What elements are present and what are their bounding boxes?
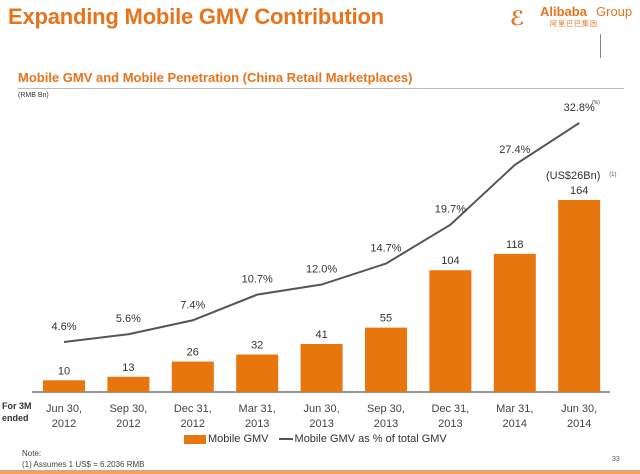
x-tick-label: Sep 30,	[109, 403, 147, 415]
x-tick-label: Jun 30,	[46, 403, 82, 415]
bar-value-label: 55	[380, 313, 392, 325]
bar-mobile-gmv	[171, 361, 214, 392]
bar-mobile-gmv	[43, 380, 85, 392]
bar-mobile-gmv	[365, 327, 407, 392]
line-value-label: 27.4%	[499, 144, 530, 156]
x-tick-label-year: 2013	[309, 418, 333, 430]
bar-value-label: 104	[441, 255, 459, 267]
logo-group-text: Group	[596, 4, 633, 19]
footnote-ref: (1)	[609, 172, 616, 178]
bar-value-label: 26	[187, 347, 199, 359]
x-prefix-label: For 3M ended	[2, 401, 32, 423]
bar-value-label: 32	[251, 340, 263, 352]
legend-line-label: Mobile GMV as % of total GMV	[294, 433, 447, 445]
x-tick-label-year: 2013	[374, 418, 398, 430]
x-tick-label: Dec 31,	[174, 403, 212, 415]
bar-mobile-gmv	[558, 200, 601, 392]
x-tick-label: Jun 30,	[304, 403, 340, 415]
x-tick-label-year: 2012	[116, 418, 140, 430]
x-tick-label: Mar 31,	[239, 403, 276, 415]
bar-mobile-gmv	[429, 270, 472, 392]
subtitle-rule	[18, 88, 624, 89]
right-axis-unit: (%)	[592, 100, 600, 106]
bottom-rule	[0, 470, 640, 474]
line-value-label: 4.6%	[51, 321, 76, 333]
x-tick-label-year: 2012	[52, 418, 76, 430]
line-value-label: 12.0%	[306, 264, 337, 276]
note-heading: Note:	[22, 449, 42, 458]
alibaba-logo: ℰ Alibaba Group 阿里巴巴集团	[510, 4, 640, 30]
bar-value-label: 10	[58, 365, 70, 377]
legend: Mobile GMV Mobile GMV as % of total GMV	[184, 433, 447, 445]
x-tick-label-year: 2013	[245, 418, 269, 430]
note-item: (1) Assumes 1 US$ = 6.2036 RMB	[22, 460, 145, 469]
slide-title: Expanding Mobile GMV Contribution	[8, 4, 384, 29]
line-value-label: 14.7%	[370, 243, 401, 255]
bar-mobile-gmv	[107, 376, 150, 392]
page-number: 33	[612, 456, 620, 463]
line-value-label: 5.6%	[116, 313, 141, 325]
bar-mobile-gmv	[493, 253, 536, 392]
x-tick-label-year: 2013	[438, 418, 462, 430]
bar-mobile-gmv	[236, 354, 279, 392]
logo-brand-text: Alibaba	[540, 4, 587, 19]
bar-value-label: 13	[122, 362, 134, 374]
x-tick-label-year: 2014	[567, 418, 591, 430]
legend-bar-label: Mobile GMV	[208, 433, 269, 445]
bar-value-label: 118	[506, 239, 524, 251]
line-value-label: 19.7%	[435, 204, 466, 216]
legend-bar-swatch	[184, 434, 206, 444]
x-tick-label-year: 2014	[503, 418, 527, 430]
x-tick-label: Sep 30,	[367, 403, 405, 415]
x-tick-label: Jun 30,	[561, 403, 597, 415]
line-value-label: 32.8%	[564, 102, 595, 114]
line-value-label: 10.7%	[242, 274, 273, 286]
x-tick-label-year: 2012	[181, 418, 205, 430]
chart-title: Mobile GMV and Mobile Penetration (China…	[18, 70, 413, 85]
bar-value-label: 164	[570, 185, 588, 197]
legend-line-swatch	[278, 438, 293, 440]
alibaba-logo-icon: ℰ	[510, 8, 525, 30]
line-mobile-penetration	[63, 122, 580, 343]
line-value-label: 7.4%	[180, 299, 205, 311]
left-axis-unit: (RMB Bn)	[18, 92, 49, 99]
bar-value-label: 41	[315, 329, 327, 341]
x-tick-label: Mar 31,	[496, 403, 533, 415]
notes: Note: (1) Assumes 1 US$ = 6.2036 RMB	[22, 448, 145, 470]
divider	[600, 34, 601, 58]
x-tick-label: Dec 31,	[431, 403, 469, 415]
usd-annotation: (US$26Bn)	[546, 170, 600, 182]
logo-chinese-text: 阿里巴巴集团	[550, 21, 598, 28]
bar-mobile-gmv	[300, 344, 343, 392]
